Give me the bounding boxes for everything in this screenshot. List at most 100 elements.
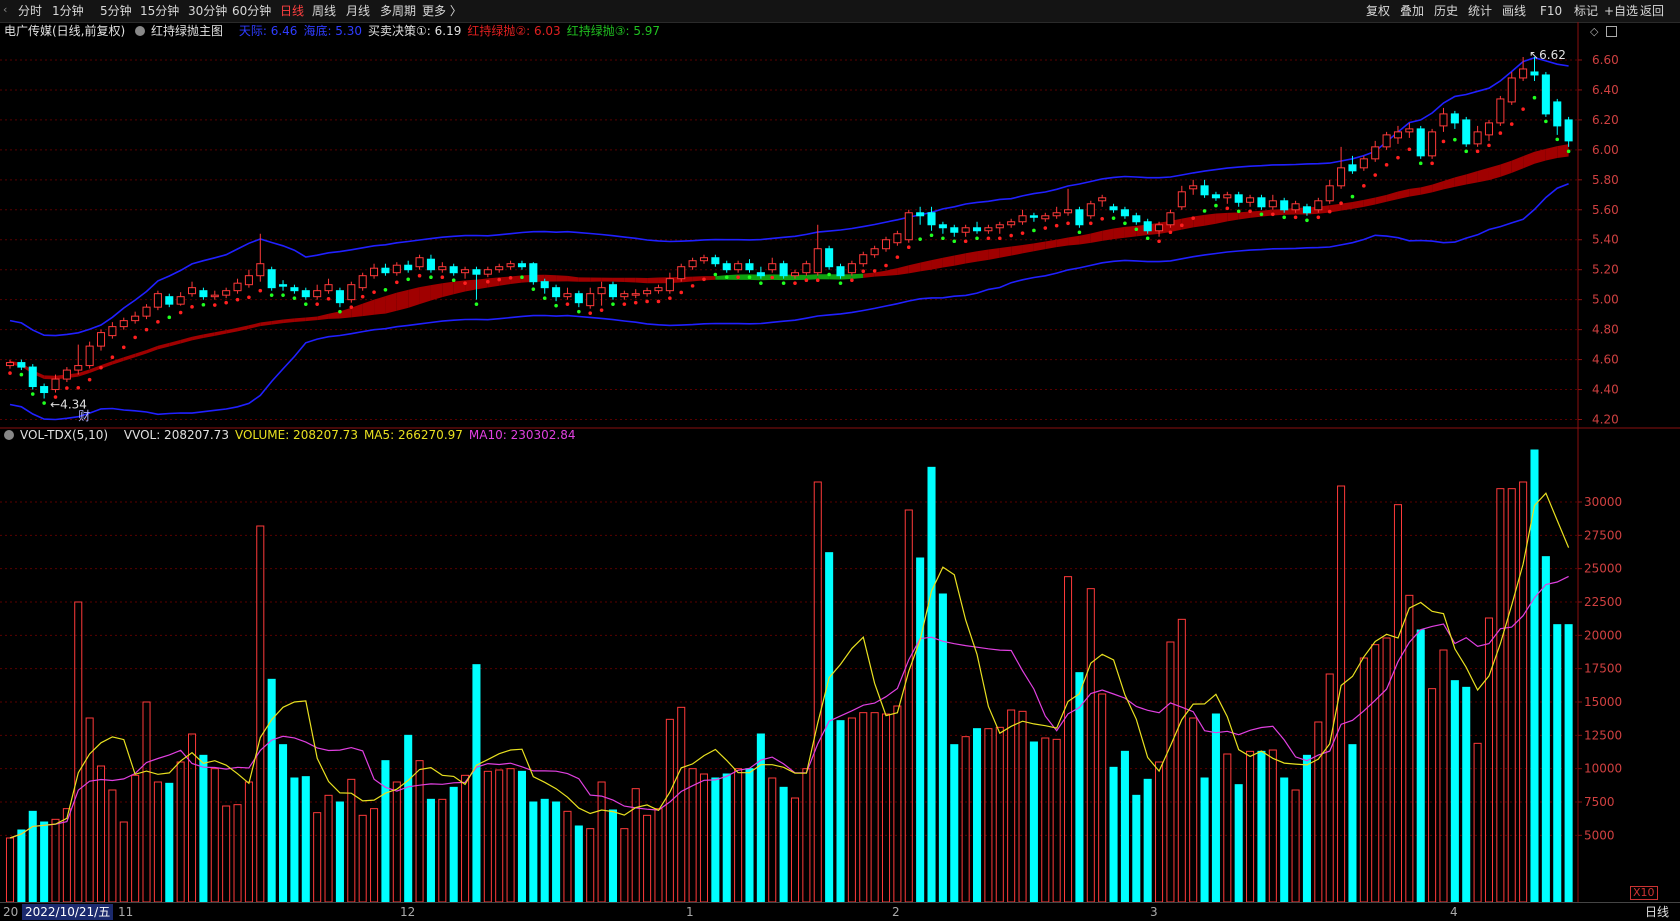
candle-body (392, 264, 401, 274)
decision-dot (1418, 161, 1423, 166)
ribbon-segment (1363, 197, 1376, 207)
diamond-icon[interactable]: ◇ (1590, 25, 1599, 38)
candle-body (1268, 200, 1277, 208)
candle-body (1507, 77, 1516, 103)
candle-body (836, 266, 845, 277)
decision-dot (1305, 218, 1309, 223)
candle-body (244, 275, 253, 286)
candle-body (677, 266, 686, 280)
volume-bar (461, 774, 470, 902)
ribbon-segment (442, 281, 454, 298)
candle-body (199, 290, 208, 298)
volume-bar (347, 778, 356, 902)
indicator-settings-button[interactable]: 红持绿抛主图 (135, 24, 229, 38)
candle-body (688, 260, 697, 268)
decision-dot (474, 302, 479, 306)
volume-bar (620, 828, 629, 902)
decision-dot (872, 269, 877, 273)
decision-dot (827, 272, 831, 277)
toolbar-button-1[interactable]: 叠加 (1400, 4, 1425, 18)
tab-period-1[interactable]: 1分钟 (52, 4, 84, 18)
decision-dot (884, 263, 888, 268)
volume-bar (574, 825, 583, 902)
volume-tick-label: 5000 (1584, 828, 1615, 842)
tab-period-4[interactable]: 30分钟 (188, 4, 228, 18)
volume-bar (529, 801, 538, 902)
candle-body (654, 287, 663, 292)
ribbon-segment (1113, 226, 1125, 240)
decision-dot (554, 303, 558, 308)
tab-period-5[interactable]: 60分钟 (232, 4, 272, 18)
timeframe-button[interactable]: 日线 (1645, 905, 1670, 919)
ribbon-segment (920, 260, 932, 272)
tab-period-9[interactable]: 多周期 (380, 4, 417, 18)
volume-bar (324, 794, 333, 902)
volume-settings-button[interactable]: VOL-TDX(5,10) (4, 428, 114, 442)
tab-period-6[interactable]: 日线 (280, 4, 305, 18)
tab-period-7[interactable]: 周线 (312, 4, 337, 18)
tab-period-8[interactable]: 月线 (346, 4, 371, 18)
volume-bar (779, 786, 788, 902)
tab-period-3[interactable]: 15分钟 (140, 4, 180, 18)
decision-dot (247, 295, 251, 300)
low-price-label: ←4.34 (50, 398, 87, 412)
toolbar-button-0[interactable]: 复权 (1366, 4, 1391, 18)
volume-bar (1189, 717, 1198, 902)
ribbon-segment (1443, 177, 1455, 190)
toolbar-button-2[interactable]: 历史 (1434, 4, 1459, 18)
volume-bar (1325, 673, 1334, 902)
ribbon-segment (886, 268, 898, 276)
tab-period-2[interactable]: 5分钟 (100, 4, 132, 18)
volume-bar (1416, 629, 1425, 902)
toolbar-button-8[interactable]: 返回 (1640, 4, 1665, 18)
volume-bar (1291, 789, 1300, 902)
ribbon-segment (1409, 187, 1421, 197)
volume-bar (426, 798, 435, 902)
candle-body (1393, 131, 1402, 139)
decision-dot (599, 308, 604, 312)
toolbar-button-3[interactable]: 统计 (1468, 4, 1493, 18)
tab-period-0[interactable]: 分时 (18, 4, 43, 18)
decision-dot (1509, 122, 1514, 126)
kline-chart[interactable]: 6.60 6.40 6.20 6.00 5.80 5.60 5.40 5.20 5.00 4.80… (0, 22, 1680, 902)
volume-tick-label: 25000 (1584, 562, 1622, 576)
toolbar-button-5[interactable]: F10 (1540, 4, 1563, 18)
decision-dot (633, 300, 638, 305)
decision-dot (1555, 137, 1560, 142)
volume-bar (1132, 794, 1141, 902)
chevron-left-icon[interactable]: ‹ (3, 3, 8, 16)
volume-bar (256, 525, 265, 902)
month-tick-3: 2 (892, 905, 900, 919)
volume-tick-label: 7500 (1584, 795, 1615, 809)
settings-circle-icon (4, 430, 14, 440)
candle-body (1564, 119, 1573, 142)
volume-tick-label: 30000 (1584, 495, 1622, 509)
volume-bar (688, 768, 697, 902)
candle-body (165, 296, 174, 305)
volume-bar (1155, 761, 1164, 902)
candle-body (1052, 212, 1061, 217)
candle-body (290, 287, 299, 292)
volume-bar (131, 774, 140, 902)
decision-dot (429, 275, 433, 279)
decision-dot (156, 320, 160, 324)
ribbon-segment (305, 316, 318, 322)
decision-dot (611, 302, 615, 306)
volume-bar (438, 798, 447, 902)
ribbon-segment (1534, 148, 1546, 164)
price-tick-label: 6.60 (1592, 53, 1619, 67)
decision-dot (588, 311, 593, 315)
decision-dot (338, 309, 342, 314)
toolbar-button-6[interactable]: 标记 (1574, 4, 1599, 18)
maximize-icon[interactable] (1606, 26, 1617, 37)
ribbon-segment (1181, 216, 1194, 230)
volume-bar (40, 821, 49, 902)
volume-bar (540, 798, 549, 902)
volume-bar (950, 744, 959, 902)
toolbar-button-7[interactable]: +自选 (1604, 4, 1639, 18)
ribbon-segment (612, 277, 625, 282)
tab-period-10[interactable]: 更多 〉 (422, 4, 462, 18)
ribbon-segment (567, 275, 579, 282)
volume-bar (1564, 624, 1573, 902)
toolbar-button-4[interactable]: 画线 (1502, 4, 1527, 18)
